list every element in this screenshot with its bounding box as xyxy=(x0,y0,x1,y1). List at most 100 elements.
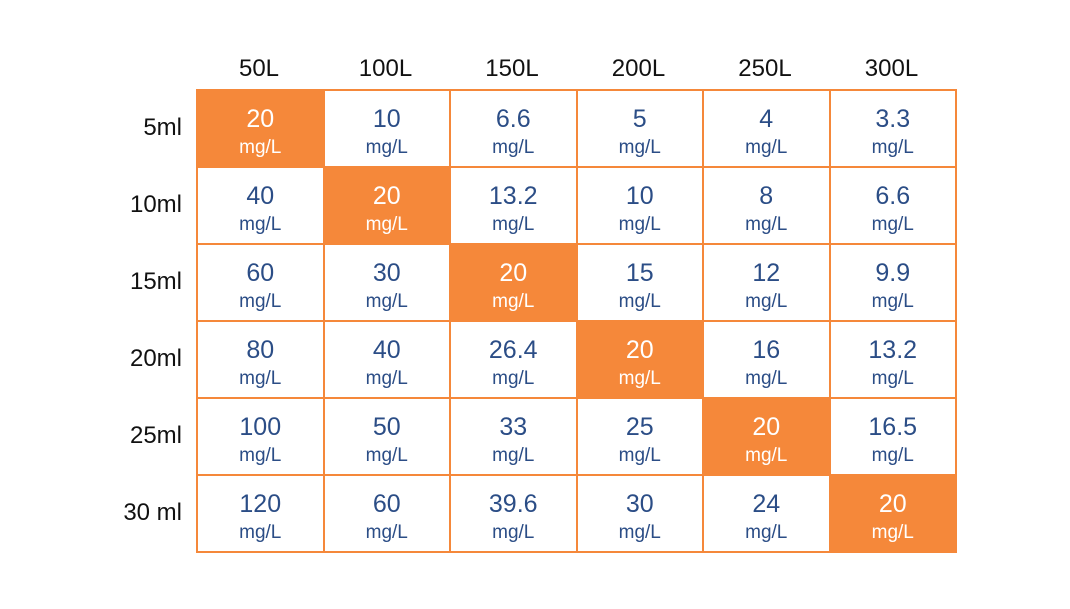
table-cell: 20 mg/L xyxy=(322,166,451,245)
table-cell: 12 mg/L xyxy=(702,243,831,322)
table-cell: 6.6 mg/L xyxy=(828,166,957,245)
cell-unit: mg/L xyxy=(239,137,282,158)
cell-value: 40 xyxy=(372,336,401,364)
cell-value: 15 xyxy=(625,259,654,287)
cell-unit: mg/L xyxy=(871,368,914,389)
table-cell: 120 mg/L xyxy=(196,474,325,553)
table-cell: 20 mg/L xyxy=(196,89,325,168)
cell-value: 120 xyxy=(239,490,282,518)
cell-unit: mg/L xyxy=(492,445,535,466)
table-cell: 16 mg/L xyxy=(702,320,831,399)
cell-unit: mg/L xyxy=(745,368,788,389)
cell-value: 20 xyxy=(752,413,781,441)
cell-unit: mg/L xyxy=(618,291,661,312)
table-cell: 10 mg/L xyxy=(575,166,704,245)
table-cell: 15 mg/L xyxy=(575,243,704,322)
table-cell: 30 mg/L xyxy=(322,243,451,322)
column-header-50l: 50L xyxy=(238,55,280,82)
column-header-250l: 250L xyxy=(738,55,792,82)
table-cell: 20 mg/L xyxy=(449,243,578,322)
table-cell: 30 mg/L xyxy=(575,474,704,553)
cell-value: 5 xyxy=(632,105,647,133)
table-cell: 16.5 mg/L xyxy=(828,397,957,476)
cell-unit: mg/L xyxy=(618,522,661,543)
table-cell: 8 mg/L xyxy=(702,166,831,245)
table-cell: 4 mg/L xyxy=(702,89,831,168)
cell-unit: mg/L xyxy=(365,291,408,312)
row-header-10ml: 10ml xyxy=(129,191,182,218)
cell-unit: mg/L xyxy=(239,368,282,389)
table-cell: 10 mg/L xyxy=(322,89,451,168)
table-cell: 25 mg/L xyxy=(575,397,704,476)
cell-unit: mg/L xyxy=(239,291,282,312)
table-cell: 9.9 mg/L xyxy=(828,243,957,322)
table-cell: 13.2 mg/L xyxy=(449,166,578,245)
table-cell: 39.6 mg/L xyxy=(449,474,578,553)
table-cell: 50 mg/L xyxy=(322,397,451,476)
row-header-5ml: 5ml xyxy=(143,114,182,141)
cell-unit: mg/L xyxy=(871,137,914,158)
cell-value: 39.6 xyxy=(488,490,538,518)
table-cell: 20 mg/L xyxy=(702,397,831,476)
cell-value: 40 xyxy=(246,182,275,210)
row-header-30ml: 30 ml xyxy=(123,499,182,526)
cell-value: 9.9 xyxy=(875,259,911,287)
cell-unit: mg/L xyxy=(745,214,788,235)
cell-value: 60 xyxy=(246,259,275,287)
table-cell: 24 mg/L xyxy=(702,474,831,553)
cell-unit: mg/L xyxy=(618,214,661,235)
cell-value: 100 xyxy=(239,413,282,441)
cell-value: 30 xyxy=(625,490,654,518)
cell-unit: mg/L xyxy=(745,137,788,158)
cell-value: 12 xyxy=(752,259,781,287)
cell-unit: mg/L xyxy=(239,522,282,543)
cell-unit: mg/L xyxy=(365,445,408,466)
table-cell: 100 mg/L xyxy=(196,397,325,476)
table-cell: 26.4 mg/L xyxy=(449,320,578,399)
cell-value: 60 xyxy=(372,490,401,518)
table-cell: 60 mg/L xyxy=(196,243,325,322)
cell-unit: mg/L xyxy=(239,445,282,466)
cell-value: 6.6 xyxy=(875,182,911,210)
row-header-20ml: 20ml xyxy=(129,345,182,372)
cell-unit: mg/L xyxy=(871,445,914,466)
cell-unit: mg/L xyxy=(365,137,408,158)
cell-value: 13.2 xyxy=(868,336,918,364)
table-cell: 60 mg/L xyxy=(322,474,451,553)
cell-unit: mg/L xyxy=(492,137,535,158)
table-cell: 6.6 mg/L xyxy=(449,89,578,168)
table-cell: 3.3 mg/L xyxy=(828,89,957,168)
cell-value: 30 xyxy=(372,259,401,287)
cell-unit: mg/L xyxy=(618,445,661,466)
table-cell: 80 mg/L xyxy=(196,320,325,399)
cell-value: 10 xyxy=(625,182,654,210)
cell-value: 80 xyxy=(246,336,275,364)
table-cell: 13.2 mg/L xyxy=(828,320,957,399)
column-header-100l: 100L xyxy=(358,55,413,82)
table-cell: 5 mg/L xyxy=(575,89,704,168)
cell-unit: mg/L xyxy=(365,214,408,235)
cell-value: 8 xyxy=(759,182,774,210)
table-cell: 20 mg/L xyxy=(828,474,957,553)
table-cell: 20 mg/L xyxy=(575,320,704,399)
cell-value: 13.2 xyxy=(488,182,538,210)
cell-value: 16.5 xyxy=(868,413,918,441)
column-header-200l: 200L xyxy=(611,55,666,82)
cell-value: 26.4 xyxy=(488,336,538,364)
table-cell: 33 mg/L xyxy=(449,397,578,476)
cell-value: 10 xyxy=(372,105,401,133)
table-cell: 40 mg/L xyxy=(322,320,451,399)
cell-value: 20 xyxy=(625,336,654,364)
cell-unit: mg/L xyxy=(365,522,408,543)
cell-value: 6.6 xyxy=(495,105,531,133)
cell-unit: mg/L xyxy=(492,291,535,312)
cell-value: 20 xyxy=(878,490,907,518)
cell-unit: mg/L xyxy=(618,368,661,389)
cell-value: 3.3 xyxy=(875,105,911,133)
cell-value: 50 xyxy=(372,413,401,441)
table-cell: 40 mg/L xyxy=(196,166,325,245)
cell-unit: mg/L xyxy=(871,522,914,543)
cell-value: 16 xyxy=(752,336,781,364)
cell-unit: mg/L xyxy=(871,291,914,312)
